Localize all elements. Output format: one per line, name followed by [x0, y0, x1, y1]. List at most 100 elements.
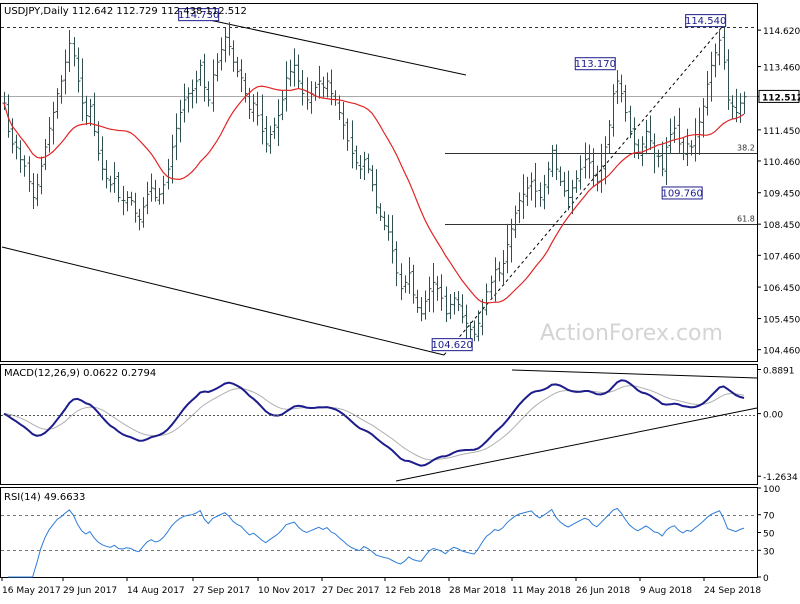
price-bar [628, 105, 633, 139]
rsi-tick-label: 100 [763, 485, 780, 495]
annotation-label: 109.760 [661, 188, 702, 199]
macd-tick-label: 0.8891 [763, 367, 795, 377]
price-tick-label: 107.460 [763, 252, 800, 262]
price-bar [223, 27, 228, 63]
price-bar [717, 30, 722, 66]
price-bar [578, 155, 583, 190]
price-bar [227, 22, 232, 56]
price-bar [411, 264, 416, 304]
price-bar [619, 74, 624, 103]
time-tick-label: 27 Dec 2017 [322, 586, 380, 596]
macd-rising-trendline [395, 407, 758, 482]
price-bar [448, 293, 453, 320]
moving-average-line [3, 85, 745, 304]
price-bar [509, 218, 514, 263]
time-tick-label: 27 Sep 2017 [193, 586, 250, 596]
price-bar [378, 203, 383, 221]
price-bar [464, 304, 469, 340]
price-bar [190, 79, 195, 109]
price-bar [211, 59, 216, 112]
rsi-lines [1, 507, 757, 578]
price-bar [243, 72, 248, 103]
price-tick-label: 114.620 [763, 27, 800, 37]
price-bar [10, 118, 15, 154]
price-bar [268, 125, 273, 154]
price-bar [497, 261, 502, 282]
price-bar [677, 107, 682, 153]
price-bar [235, 56, 240, 78]
price-bar [202, 53, 207, 102]
price-bar [570, 179, 575, 215]
price-tick-label: 109.450 [763, 190, 800, 200]
price-bar [231, 40, 236, 72]
price-bar [439, 274, 444, 311]
price-bar [284, 61, 289, 112]
price-bar [734, 88, 739, 123]
price-bar [562, 171, 567, 197]
macd-falling-trendline [511, 369, 758, 379]
price-bar [145, 181, 150, 215]
price-bar [27, 156, 32, 192]
price-bar [493, 257, 498, 302]
price-bar [96, 121, 101, 161]
price-bar [157, 187, 162, 205]
price-bar [72, 37, 77, 67]
price-bar [18, 140, 23, 173]
price-bar [300, 69, 305, 106]
price-bar [554, 144, 559, 181]
price-bar [611, 84, 616, 137]
time-tick-label: 10 Nov 2017 [258, 586, 316, 596]
price-bar [317, 65, 322, 99]
price-bar [382, 211, 387, 231]
price-bar [513, 205, 518, 238]
price-bar [255, 91, 260, 126]
price-bar [141, 197, 146, 228]
annotation-label: 104.620 [431, 340, 472, 351]
price-bar [550, 145, 555, 178]
price-bar [546, 161, 551, 195]
price-bar [170, 134, 175, 184]
price-bar [484, 283, 489, 316]
macd-tick-label: -1.2634 [763, 473, 798, 483]
price-bar [656, 149, 661, 168]
price-bar [538, 182, 543, 207]
price-bar [133, 192, 138, 223]
price-tick-label: 108.450 [763, 221, 800, 231]
price-bar [672, 116, 677, 143]
price-bar [738, 93, 743, 123]
price-bar [595, 165, 600, 192]
price-annotation-4: 104.620 [431, 338, 473, 352]
price-bar [668, 118, 673, 155]
price-bar [43, 138, 48, 171]
price-bar [525, 176, 530, 206]
price-tick-label: 104.460 [763, 347, 800, 357]
price-bar [705, 71, 710, 116]
price-bar [370, 165, 375, 192]
price-bar [689, 140, 694, 156]
price-bar [39, 156, 44, 195]
price-bar [652, 133, 657, 174]
price-header: USDJPY,Daily 112.642 112.729 112.438 112… [4, 6, 247, 17]
price-bar [55, 88, 60, 119]
annotation-label: 114.730 [178, 10, 219, 21]
price-bar [260, 94, 265, 145]
price-bar [632, 117, 637, 159]
price-bars [2, 19, 747, 342]
price-bar [489, 275, 494, 300]
price-bar [419, 297, 424, 322]
price-bar [533, 162, 538, 208]
price-bar [174, 113, 179, 161]
price-bar [161, 175, 166, 205]
price-bar [76, 47, 81, 93]
price-bar [354, 145, 359, 170]
macd-axis: 0.8891 0.00 -1.2634 [757, 367, 798, 483]
price-bar [14, 134, 19, 160]
price-bar [480, 298, 485, 336]
price-bar [153, 179, 158, 202]
price-bar [603, 136, 608, 185]
rsi-header: RSI(14) 49.6633 [4, 492, 85, 503]
price-bar [709, 51, 714, 102]
price-bar [276, 99, 281, 146]
